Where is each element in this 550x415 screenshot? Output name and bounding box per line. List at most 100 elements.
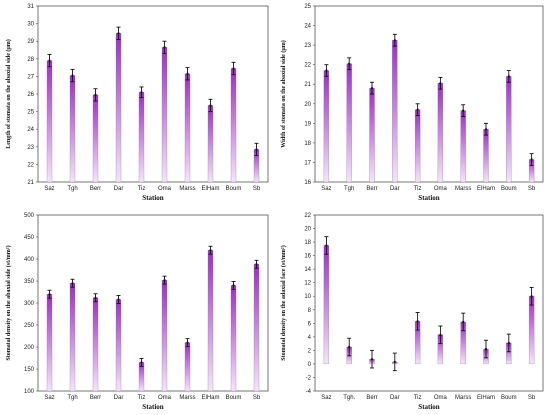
bar — [161, 279, 168, 392]
x-tick-label: Berr — [90, 395, 101, 401]
x-tick-label: Dar — [114, 395, 124, 401]
x-tick-label: Boum — [226, 395, 242, 401]
y-tick-label: 22 — [27, 162, 34, 168]
bar — [46, 294, 53, 392]
mean-point — [484, 128, 488, 131]
x-tick-label: Sb — [528, 395, 536, 401]
x-tick-label: Marss — [455, 186, 471, 192]
x-tick-label: Tiz — [138, 395, 146, 401]
x-tick-label: Tiz — [414, 395, 422, 401]
mean-point — [48, 293, 51, 296]
chart-panel-width-abaxial: 16 17 18 19 20 21 22 23 24 25 Saz Tgh Berr Dar Tiz Oma M… — [275, 0, 550, 207]
y-tick-label: 29 — [27, 39, 34, 45]
x-tick-label: Tgh — [344, 186, 354, 192]
mean-point — [348, 62, 351, 65]
y-tick-label: 30 — [27, 22, 34, 28]
mean-point — [209, 249, 212, 252]
y-tick-label: 18 — [304, 141, 311, 147]
mean-point — [48, 59, 51, 62]
y-tick-label: 250 — [24, 323, 35, 329]
bar — [207, 250, 214, 392]
x-tick-label: Saz — [321, 395, 331, 401]
y-tick-label: 200 — [24, 345, 35, 351]
y-tick-label: 150 — [24, 367, 35, 373]
mean-point — [507, 75, 510, 78]
x-tick-label: Oma — [434, 395, 448, 401]
y-tick-label: 24 — [27, 127, 34, 133]
bar — [69, 283, 76, 392]
mean-point — [462, 109, 465, 112]
bar — [346, 63, 352, 183]
x-axis-title: Station — [418, 403, 440, 411]
x-tick-label: ElHam — [201, 186, 219, 192]
mean-point — [140, 361, 143, 364]
x-tick-label: Berr — [366, 186, 377, 192]
mean-point — [393, 360, 396, 363]
x-tick-label: Boum — [501, 186, 517, 192]
x-tick-label: Sb — [253, 395, 261, 401]
x-tick-label: Dar — [390, 395, 400, 401]
x-tick-label: Sb — [253, 186, 261, 192]
mean-point — [370, 358, 374, 361]
mean-point — [255, 148, 258, 151]
bar — [253, 264, 260, 392]
mean-point — [71, 282, 74, 285]
mean-point — [163, 46, 166, 49]
plot-frame — [314, 214, 544, 392]
mean-point — [507, 341, 510, 345]
bar — [46, 60, 53, 183]
mean-point — [186, 341, 189, 344]
bar — [369, 87, 375, 183]
bar — [115, 299, 122, 392]
y-tick-label: 20 — [304, 102, 311, 108]
bar — [437, 83, 444, 183]
mean-point — [416, 320, 419, 323]
chart-svg-density-abaxial: 100 150 200 250 300 350 400 450 500 Saz Tgh Berr Dar… — [5, 213, 269, 411]
y-tick-label: 22 — [304, 63, 311, 69]
x-tick-label: Boum — [501, 395, 517, 401]
mean-point — [393, 39, 396, 42]
y-tick-label: 22 — [304, 213, 311, 219]
mean-point — [117, 32, 120, 35]
x-tick-label: Marss — [455, 395, 471, 401]
y-tick-label: 14 — [304, 267, 311, 273]
y-tick-label: 10 — [304, 294, 311, 300]
x-tick-label: ElHam — [477, 395, 495, 401]
y-tick-label: 0 — [308, 362, 312, 368]
mean-point — [462, 320, 465, 324]
y-tick-label: 24 — [304, 24, 311, 30]
y-tick-label: 350 — [24, 279, 35, 285]
x-tick-label: Oma — [434, 186, 448, 192]
y-tick-label: 21 — [27, 180, 34, 186]
mean-point — [325, 69, 328, 72]
x-tick-label: ElHam — [201, 395, 219, 401]
x-tick-label: Sb — [528, 186, 536, 192]
y-tick-label: 19 — [304, 121, 311, 127]
x-tick-label: Berr — [90, 186, 101, 192]
x-tick-label: Saz — [321, 186, 331, 192]
mean-point — [209, 104, 212, 107]
x-tick-label: Tgh — [67, 186, 77, 192]
bar — [230, 285, 237, 392]
x-tick-label: Oma — [158, 186, 172, 192]
mean-point — [94, 296, 97, 299]
bar — [69, 75, 76, 183]
x-axis-title: Station — [418, 194, 440, 202]
bar — [392, 40, 398, 183]
bar — [92, 94, 99, 183]
chart-svg-length-abaxial: 21 22 23 24 25 26 27 28 29 30 31 Saz Tgh Berr Dar Tiz Om… — [5, 4, 269, 202]
plot-frame — [314, 5, 544, 183]
y-tick-label: 31 — [27, 4, 34, 10]
x-tick-label: Marss — [179, 395, 195, 401]
bar — [115, 33, 122, 183]
y-tick-label: 500 — [24, 213, 35, 219]
chart-svg-density-adaxial: -4 -2 0 2 4 6 8 10 12 14 16 18 20 22 Saz Tgh. Berr Dar Tiz… — [280, 213, 544, 411]
x-tick-label: ElHam — [477, 186, 495, 192]
chart-panel-density-adaxial: -4 -2 0 2 4 6 8 10 12 14 16 18 20 22 Saz Tgh. Berr Dar Tiz… — [275, 207, 550, 415]
mean-point — [232, 67, 235, 70]
mean-point — [416, 108, 419, 111]
mean-point — [71, 74, 74, 77]
y-tick-label: 21 — [304, 82, 311, 88]
y-tick-label: 28 — [27, 57, 34, 63]
mean-point — [439, 82, 442, 85]
